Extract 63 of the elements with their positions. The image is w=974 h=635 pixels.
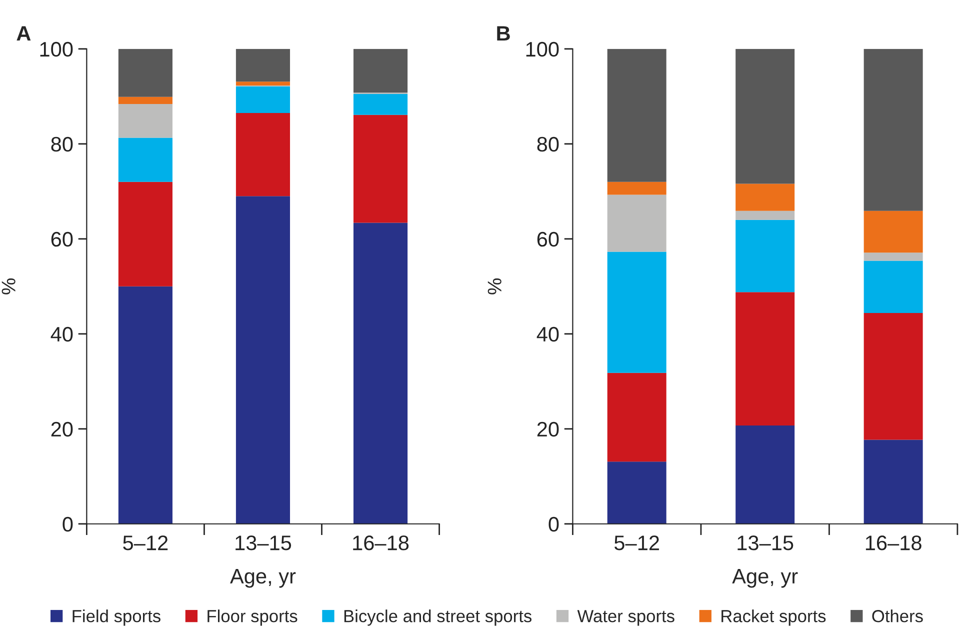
- y-tick-label: 20: [51, 422, 73, 437]
- bar: [118, 104, 172, 138]
- bar: [864, 312, 923, 440]
- x-axis-title: Age, yr: [732, 569, 798, 588]
- y-tick-label: 20: [537, 422, 559, 437]
- bar: [736, 220, 795, 292]
- x-tick-label: 16–18: [353, 536, 409, 550]
- legend-label: Others: [872, 610, 923, 622]
- bar: [236, 48, 290, 82]
- y-axis-title: %: [2, 278, 16, 294]
- x-tick-label: 13–15: [236, 536, 292, 550]
- bar: [353, 48, 408, 93]
- bar: [607, 182, 666, 195]
- bar: [864, 210, 923, 253]
- bar: [118, 96, 172, 104]
- bar: [607, 252, 666, 373]
- bar: [607, 372, 666, 462]
- chart-title: B: [497, 26, 510, 41]
- y-tick-label: 60: [537, 232, 559, 247]
- x-axis-title: Age, yr: [230, 569, 296, 588]
- x-tick-label: 16–18: [866, 536, 922, 550]
- y-tick-label: 40: [536, 326, 559, 342]
- bar: [118, 286, 172, 524]
- bar: [236, 196, 290, 524]
- chart-title: A: [16, 26, 31, 41]
- y-tick-label: 80: [537, 136, 559, 152]
- bar: [118, 48, 172, 97]
- bar: [607, 194, 666, 252]
- bar: [236, 113, 290, 196]
- y-tick-label: 40: [50, 326, 73, 342]
- y-tick-label: 0: [62, 516, 73, 532]
- bar: [607, 462, 666, 524]
- bar: [736, 292, 795, 426]
- legend-label: Water sports: [577, 610, 674, 626]
- bar: [353, 222, 408, 524]
- bar: [864, 252, 923, 261]
- bar: [736, 426, 795, 524]
- bar: [736, 48, 795, 184]
- bar: [236, 86, 290, 114]
- bar: [236, 82, 290, 86]
- bar: [607, 48, 666, 182]
- bar: [736, 184, 795, 211]
- x-tick-label: 13–15: [738, 536, 794, 550]
- bar: [864, 440, 923, 524]
- y-axis-title: %: [488, 278, 502, 294]
- legend-label: Field sports: [72, 610, 160, 626]
- legend-label: Racket sports: [722, 610, 826, 626]
- bar: [864, 260, 923, 313]
- x-tick-label: 5–12: [123, 536, 168, 550]
- y-tick-label: 100: [526, 42, 559, 57]
- bar: [118, 138, 172, 182]
- bar: [353, 114, 408, 223]
- bar: [353, 94, 408, 115]
- bar: [736, 210, 795, 220]
- bar: [864, 48, 923, 211]
- y-tick-label: 80: [51, 136, 73, 152]
- y-tick-label: 0: [548, 516, 559, 532]
- y-tick-label: 100: [40, 42, 73, 57]
- legend-label: Floor sports: [208, 610, 298, 626]
- bar: [118, 182, 172, 286]
- x-tick-label: 5–12: [614, 536, 659, 550]
- y-tick-label: 60: [51, 232, 73, 247]
- legend-label: Bicycle and street sports: [344, 610, 532, 626]
